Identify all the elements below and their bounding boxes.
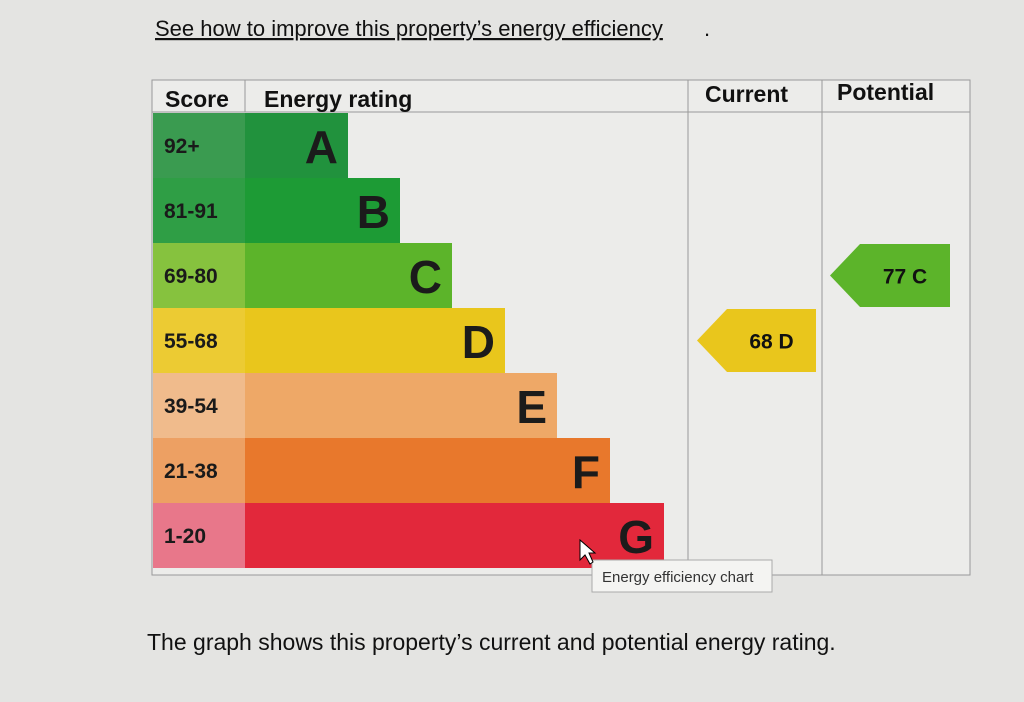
header: Potential — [837, 79, 934, 105]
tooltip: Energy efficiency chart — [602, 569, 754, 586]
band-bar — [245, 178, 400, 243]
score-cell — [153, 243, 245, 308]
improve-link[interactable]: See how to improve this property’s energ… — [155, 16, 663, 41]
caption: The graph shows this property’s current … — [147, 629, 836, 655]
band-bar — [245, 243, 452, 308]
score-range: 55-68 — [164, 330, 218, 353]
score-cell — [153, 438, 245, 503]
score-range: 69-80 — [164, 265, 218, 288]
band-bar — [245, 438, 610, 503]
score-range: 39-54 — [164, 395, 218, 418]
band-letter: C — [409, 251, 442, 303]
score-range: 21-38 — [164, 460, 218, 483]
band-letter: F — [572, 446, 600, 498]
score-cell — [153, 178, 245, 243]
band-letter: G — [618, 511, 654, 563]
score-range: 81-91 — [164, 200, 218, 223]
score-cell — [153, 503, 245, 568]
score-range: 92+ — [164, 135, 200, 158]
score-cell — [153, 373, 245, 438]
potential-label: 77 C — [883, 266, 927, 289]
current-arrow — [697, 309, 816, 372]
band-bar — [245, 503, 664, 568]
header: Energy rating — [264, 86, 412, 112]
header: Score — [165, 86, 229, 112]
link-period: . — [704, 16, 710, 41]
potential-arrow — [830, 244, 950, 307]
band-letter: E — [516, 381, 547, 433]
band-bar — [245, 373, 557, 438]
band-bar — [245, 113, 348, 178]
tooltip-box — [591, 559, 773, 593]
current-label: 68 D — [749, 331, 793, 354]
score-range: 1-20 — [164, 525, 206, 548]
cursor — [579, 538, 597, 565]
band-letter: D — [462, 316, 495, 368]
score-cell — [153, 113, 245, 178]
band-letter: B — [357, 186, 390, 238]
band-bar — [245, 308, 505, 373]
band-letter: A — [305, 121, 338, 173]
score-cell — [153, 308, 245, 373]
header: Current — [705, 81, 788, 107]
